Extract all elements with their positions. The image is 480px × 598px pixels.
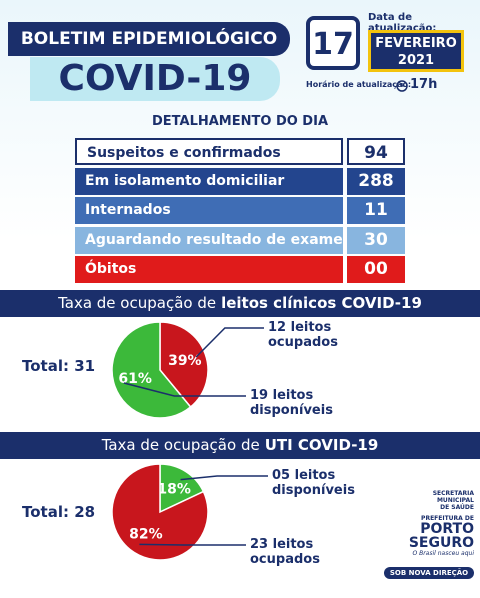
table-row: Óbitos 00: [75, 256, 405, 283]
title: BOLETIM EPIDEMIOLÓGICO: [8, 22, 290, 56]
year: 2021: [397, 53, 435, 68]
logo: SECRETARIA MUNICIPAL DE SAÚDE PREFEITURA…: [384, 490, 474, 579]
subtitle: COVID-19: [30, 57, 280, 101]
table-row: Suspeitos e confirmados 94: [75, 138, 405, 165]
pie-slice: [159, 463, 205, 514]
day: 17: [306, 16, 360, 70]
table-row: Em isolamento domiciliar 288: [75, 167, 405, 195]
slice-label: 61%: [118, 371, 152, 387]
month: FEVEREIRO: [375, 36, 457, 51]
motto: O Brasil nasceu aqui: [412, 550, 474, 557]
row-label: Em isolamento domiciliar: [75, 167, 343, 195]
legend-label: 05 leitos disponíveis: [272, 468, 355, 498]
row-label: Internados: [75, 197, 343, 224]
table-row: Aguardando resultado de exame 30: [75, 226, 405, 254]
update-label: Data de atualização:: [368, 12, 437, 34]
pie-slice: [159, 321, 209, 409]
leader-line: [139, 543, 246, 546]
section-band: Taxa de ocupação de UTI COVID-19: [0, 432, 480, 459]
leader-line: [195, 327, 264, 358]
row-value: 30: [347, 226, 405, 254]
total: Total: 31: [22, 357, 96, 375]
row-value: 94: [347, 138, 405, 165]
city: PORTO SEGURO: [408, 521, 474, 551]
table-row: Internados 11: [75, 197, 405, 224]
leader-line: [123, 382, 246, 397]
pie-slice: [111, 321, 192, 419]
slice-label: 18%: [157, 482, 191, 498]
total: Total: 28: [22, 503, 96, 521]
row-label: Suspeitos e confirmados: [75, 138, 343, 165]
row-label: Óbitos: [75, 256, 343, 283]
slice-label: 39%: [168, 353, 202, 369]
band-title: Taxa de ocupação de: [101, 436, 260, 454]
date-box: FEVEREIRO 2021: [368, 30, 464, 72]
leader-line: [180, 475, 268, 481]
row-value: 00: [347, 256, 405, 283]
legend-label: 12 leitos ocupados: [268, 320, 338, 350]
pie-slice: [111, 463, 209, 561]
slice-label: 82%: [129, 526, 163, 542]
secretaria: SECRETARIA MUNICIPAL DE SAÚDE: [432, 490, 474, 511]
band-title-bold: UTI COVID-19: [264, 436, 379, 454]
band-title: Taxa de ocupação de: [58, 294, 217, 312]
row-value: 11: [347, 197, 405, 224]
time: 17h: [410, 77, 438, 92]
band-title-bold: leitos clínicos COVID-19: [221, 294, 422, 312]
prefeitura: PREFEITURA DE: [421, 515, 474, 522]
time-label: Horário de atualização:: [306, 80, 412, 89]
row-label: Aguardando resultado de exame: [75, 226, 343, 254]
row-value: 288: [347, 167, 405, 195]
legend-label: 23 leitos ocupados: [250, 537, 320, 567]
slogan: SOB NOVA DIREÇÃO: [384, 567, 474, 579]
legend-label: 19 leitos disponíveis: [250, 388, 333, 418]
section-band: Taxa de ocupação de leitos clínicos COVID…: [0, 290, 480, 317]
table-title: DETALHAMENTO DO DIA: [151, 114, 328, 129]
clock-icon: [396, 80, 408, 92]
